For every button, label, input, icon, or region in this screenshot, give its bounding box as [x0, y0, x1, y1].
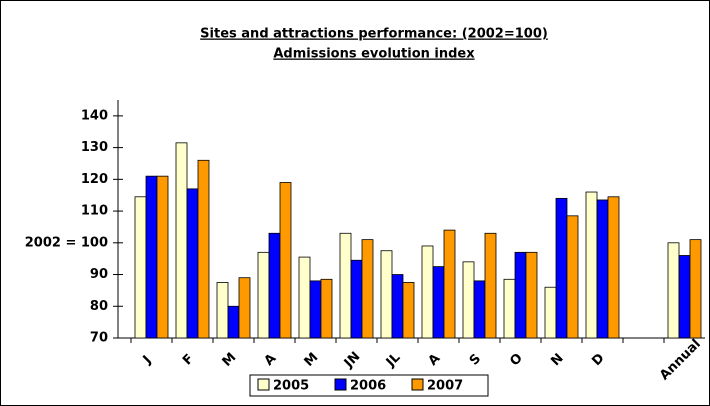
y-tick-label: 2002 = 100 [25, 235, 108, 250]
bar [134, 196, 147, 339]
bar [298, 256, 311, 339]
y-tick-label: 140 [81, 108, 108, 123]
bar [596, 199, 609, 339]
bar [227, 305, 240, 339]
bar [667, 242, 680, 339]
bar [473, 280, 486, 339]
bar [432, 266, 445, 339]
bar [585, 191, 598, 339]
legend-swatch [411, 378, 424, 391]
y-tick-label: 130 [81, 140, 108, 155]
y-tick-label: 90 [90, 267, 108, 282]
bar [678, 255, 691, 339]
bar [175, 142, 188, 339]
bar [544, 286, 557, 339]
bar [257, 251, 270, 339]
bar [689, 239, 702, 339]
legend-label: 2007 [427, 379, 463, 394]
bar [361, 239, 374, 339]
bar [339, 232, 352, 339]
y-tick-label: 120 [81, 172, 108, 187]
bar [309, 280, 322, 339]
bar [380, 250, 393, 339]
bar [503, 278, 516, 339]
y-tick-label: 70 [90, 331, 108, 346]
legend-label: 2005 [273, 379, 309, 394]
legend-label: 2006 [350, 379, 386, 394]
bar [484, 232, 497, 339]
bar [607, 196, 620, 339]
legend-swatch [334, 378, 347, 391]
legend-box [249, 374, 489, 397]
chart-title: Sites and attractions performance: (2002… [200, 27, 548, 42]
bar [555, 197, 568, 339]
bar [145, 175, 158, 339]
bar [268, 232, 281, 339]
bar [186, 188, 199, 339]
bar [514, 251, 527, 339]
bar [443, 229, 456, 339]
bar [566, 215, 579, 339]
bar [197, 159, 210, 339]
bar [525, 251, 538, 339]
bar [279, 182, 292, 339]
legend-swatch [257, 378, 270, 391]
bar [350, 259, 363, 339]
bar [391, 274, 404, 339]
y-tick-label: 110 [81, 204, 108, 219]
bar [320, 278, 333, 339]
bar [216, 282, 229, 339]
bar [421, 245, 434, 339]
bar [402, 282, 415, 339]
bar [238, 277, 251, 339]
bar [156, 175, 169, 339]
bar [462, 261, 475, 339]
y-tick-label: 80 [90, 299, 108, 314]
chart-subtitle: Admissions evolution index [273, 47, 475, 62]
